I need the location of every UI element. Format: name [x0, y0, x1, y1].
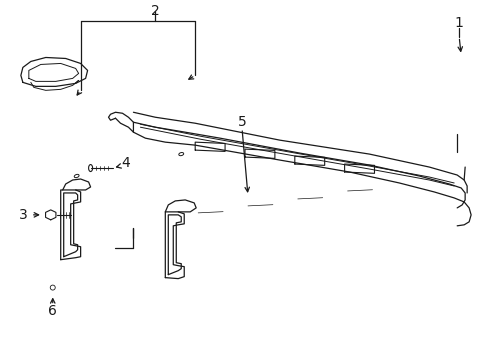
Text: 6: 6	[48, 305, 57, 319]
Text: 1: 1	[454, 15, 463, 30]
Text: 4: 4	[121, 156, 130, 170]
Text: 5: 5	[237, 115, 246, 129]
Text: 3: 3	[19, 208, 27, 222]
Text: 2: 2	[151, 4, 160, 18]
